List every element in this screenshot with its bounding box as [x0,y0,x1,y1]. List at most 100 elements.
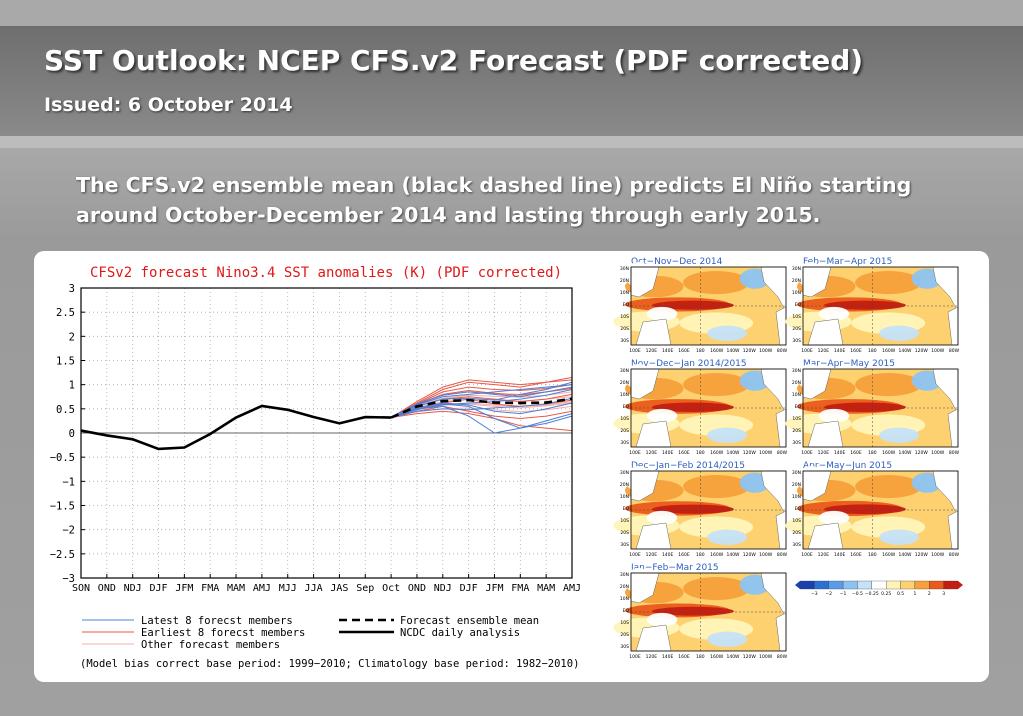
ensemble-mean-line [390,397,573,419]
nino34-line-chart: CFSv2 forecast Nino3.4 SST anomalies (K)… [50,265,581,670]
legend-label: Earliest 8 forecst members [141,627,305,639]
map-panel-title: Oct−Nov−Dec 2014 [631,257,723,267]
lat-label: EQ [795,404,802,410]
lat-label: EQ [795,506,802,512]
ensemble-member-line-red [390,379,573,418]
x-tick-label: MAM [537,583,555,594]
ensemble-member-line-red [391,410,573,432]
slide-title: SST Outlook: NCEP CFS.v2 Forecast (PDF c… [44,44,864,77]
lon-label: 160W [710,450,724,456]
lat-label: 20N [792,482,801,488]
x-tick-label: NDJ [434,583,452,594]
map-panel-title: Jan−Feb−Mar 2015 [630,563,719,573]
ensemble-member-line-blue [390,397,573,419]
sst-anomaly-blob [818,306,850,321]
sst-anomaly-blob [646,510,678,525]
lon-label: 100W [931,450,945,456]
x-tick-label: SON [72,583,90,594]
x-tick-label: AMJ [563,583,581,594]
sst-anomaly-blob [652,402,734,412]
sst-anomaly-blob [646,408,678,423]
colorbar-segment [929,580,944,590]
map-panel-title: Feb−Mar−Apr 2015 [803,257,892,267]
lon-label: 100W [931,552,945,558]
lat-label: 20S [792,326,801,332]
colorbar-label: 3 [942,591,945,597]
ensemble-member-line-blue [390,386,573,418]
lon-label: 120W [743,450,757,456]
y-tick-label: −2 [62,525,75,537]
lon-label: 160E [850,450,862,456]
lon-label: 140W [726,654,740,660]
lon-label: 100E [629,654,641,660]
lon-label: 140E [834,348,846,354]
lon-label: 120E [646,552,658,558]
colorbar-label: −3 [811,591,818,597]
map-frame [802,470,959,550]
sst-anomaly-blob [824,402,906,412]
lon-label: 140E [834,552,846,558]
lon-label: 120E [646,450,658,456]
x-tick-label: JJA [305,583,323,594]
sst-anomaly-blob [855,373,922,397]
y-tick-label: 2 [69,331,75,343]
x-tick-label: MJJ [279,583,297,594]
x-tick-label: JAS [330,583,348,594]
y-tick-label: 0 [69,428,75,440]
x-tick-label: JFM [175,583,193,594]
y-tick-label: 2.5 [56,307,75,319]
lon-label: 160E [850,552,862,558]
colorbar-label: −2 [825,591,832,597]
map-frame [630,266,787,346]
x-tick-label: FMA [511,583,529,594]
colorbar-label: 0.5 [897,591,904,597]
colorbar-low-arrow [795,581,800,589]
lon-label: 140E [662,450,674,456]
y-tick-label: −2.5 [50,549,75,561]
header-band [0,26,1023,148]
lat-label: 10N [620,596,629,602]
sst-anomaly-blob [652,504,734,514]
colorbar-high-arrow [958,581,963,589]
colorbar-segment [828,580,844,590]
lon-label: 140W [726,552,740,558]
sst-anomaly-blob [707,529,748,545]
lon-label: 160E [850,348,862,354]
lon-label: 80W [777,450,788,456]
sst-anomaly-blob [652,300,734,310]
lon-label: 160W [882,552,896,558]
lon-label: 160E [678,348,690,354]
x-tick-label: Oct [382,583,400,594]
map-panel-title: Nov−Dec−Jan 2014/2015 [631,359,747,369]
lon-label: 80W [949,552,960,558]
x-tick-label: AMJ [253,583,271,594]
sst-anomaly-blob [879,325,920,341]
colorbar-segment [871,580,887,590]
lat-label: EQ [795,302,802,308]
lon-label: 140E [662,552,674,558]
lat-label: 20N [620,482,629,488]
lat-label: 20S [620,326,629,332]
lat-label: 30S [620,338,629,344]
lon-label: 180 [868,348,877,354]
map-frame [802,368,959,448]
map-panel-title: Dec−Jan−Feb 2014/2015 [631,461,745,471]
lon-label: 120W [915,552,929,558]
colorbar-segment [857,580,872,590]
lat-label: 10S [620,620,629,626]
lon-label: 160W [710,654,724,660]
lat-label: 10N [792,392,801,398]
lon-label: 180 [696,348,705,354]
colorbar-segment [814,580,829,590]
lat-label: 20S [620,530,629,536]
chart-title: CFSv2 forecast Nino3.4 SST anomalies (K)… [90,265,562,281]
lon-label: 140W [726,450,740,456]
lat-label: 10N [620,494,629,500]
sst-anomaly-blob [683,373,750,397]
sst-anomaly-blob [855,271,922,295]
legend-note: (Model bias correct base period: 1999−20… [80,658,579,670]
sst-anomaly-blob [818,510,850,525]
lat-label: 10S [620,314,629,320]
